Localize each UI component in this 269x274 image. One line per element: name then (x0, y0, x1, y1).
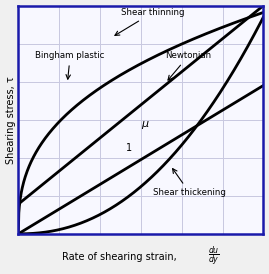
Text: Shear thickening: Shear thickening (153, 169, 226, 197)
Y-axis label: Shearing stress, τ: Shearing stress, τ (6, 76, 16, 164)
Text: Newtonian: Newtonian (165, 51, 211, 80)
Text: Rate of shearing strain,: Rate of shearing strain, (62, 252, 180, 262)
Text: $\frac{du}{dy}$: $\frac{du}{dy}$ (208, 245, 220, 269)
Text: Shear thinning: Shear thinning (115, 8, 185, 35)
Text: μ: μ (141, 119, 148, 129)
Text: Bingham plastic: Bingham plastic (36, 51, 105, 79)
Text: 1: 1 (126, 142, 132, 153)
